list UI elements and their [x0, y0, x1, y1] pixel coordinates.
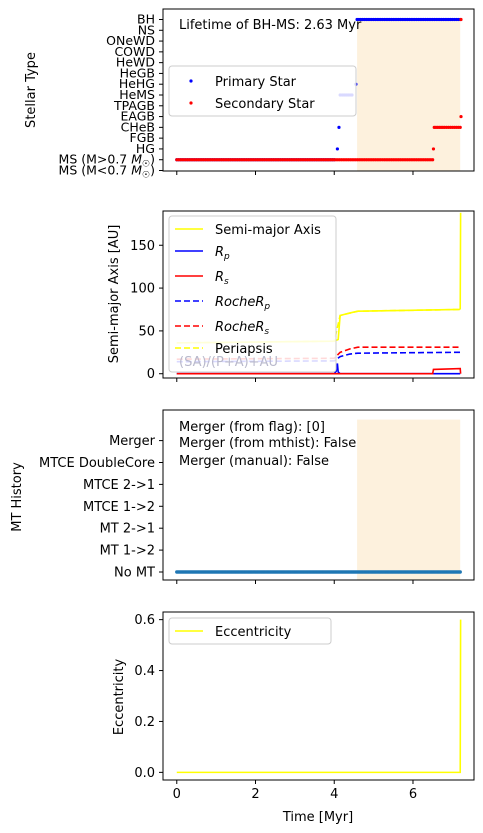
p1-ytick-label: ONeWD [106, 33, 155, 48]
p3-ylabel: MT History [10, 462, 25, 532]
p1-y-ticks: MS (M<0.7 M☉)MS (M>0.7 M☉)HGFGBCHeBEAGBT… [59, 12, 163, 181]
p1-legend-primary: Primary Star [215, 75, 297, 90]
p1-x-ticks [176, 171, 414, 175]
panel-stellar-type: MS (M<0.7 M☉)MS (M>0.7 M☉)HGFGBCHeBEAGBT… [24, 8, 475, 181]
p1-secondary-point [431, 147, 436, 151]
p3-y-ticks: No MT MT 1->2 MT 2->1 MTCE 1->2 MTCE 2->1 MTC… [39, 434, 163, 581]
p1-ylabel: Stellar Type [24, 52, 39, 128]
p4-xtick-label: 0 [173, 787, 181, 802]
p4-frame [162, 611, 475, 781]
p3-shade [357, 419, 461, 580]
p4-legend: Eccentricity [168, 617, 332, 645]
p2-x-ticks [176, 378, 414, 382]
p1-frame [162, 8, 475, 172]
p4-ytick-label: 0.6 [134, 613, 155, 628]
p4-ylabel: Eccentricity [112, 659, 127, 736]
p1-secondary-point [431, 158, 435, 162]
p1-secondary-point [459, 114, 463, 119]
p1-ytick-label: CHeB [121, 119, 155, 134]
p3-annotation: Merger (from flag): [0] Merger (from mth… [179, 420, 356, 469]
p1-secondary-point [458, 125, 462, 129]
p2-legend-periapsis: Periapsis [215, 342, 273, 357]
p2-ytick-label: 50 [138, 324, 155, 339]
p4-ytick-label: 0.0 [134, 766, 155, 781]
p4-xtick-label: 2 [251, 787, 259, 802]
p1-legend-marker-secondary [189, 101, 193, 105]
p2-line-rs [176, 367, 462, 375]
p1-ytick-label: MS (M<0.7 M☉) [59, 163, 155, 181]
panel-semi-major-axis: 0 50 100 150 Semi-major Axis [AU] Semi-majo… [107, 210, 475, 382]
p3-ytick-label: MT 1->2 [100, 544, 155, 559]
panel-mt-history: No MT MT 1->2 MT 2->1 MTCE 1->2 MTCE 2->1 MTC… [10, 409, 475, 584]
p1-ytick-label: COWD [114, 44, 155, 59]
p4-xlabel: Time [Myr] [282, 810, 353, 825]
p3-ytick-label: MTCE DoubleCore [39, 456, 155, 471]
p1-legend: Primary Star Secondary Star [168, 65, 357, 117]
p1-primary-point [335, 147, 339, 151]
p4-line-eccentricity [176, 619, 462, 774]
p4-xtick-label: 6 [409, 787, 417, 802]
p1-ytick-label: NS [138, 22, 155, 37]
p4-y-ticks: 0.0 0.2 0.4 0.6 [134, 613, 163, 781]
p1-ytick-label: HeHG [119, 76, 155, 91]
p3-ytick-label: MTCE 2->1 [83, 478, 155, 493]
p3-mt-point [458, 570, 462, 574]
p2-legend-sma: Semi-major Axis [215, 223, 321, 238]
p4-x-ticks: 0 2 4 6 [173, 780, 417, 802]
p3-annotation-line-1: Merger (from flag): [0] [179, 420, 325, 435]
p1-ytick-label: FGB [130, 130, 155, 145]
p1-ytick-label: HeGB [120, 65, 155, 80]
p2-ylabel: Semi-major Axis [AU] [107, 225, 122, 364]
p4-lines [176, 619, 462, 774]
p1-ytick-label: EAGB [121, 109, 156, 124]
p3-ytick-label: Merger [109, 434, 156, 449]
p3-annotation-line-3: Merger (manual): False [179, 454, 329, 469]
p3-frame [162, 409, 475, 581]
p1-secondary-point [459, 17, 463, 22]
p2-legend-roches: RocheRs [215, 320, 269, 337]
p1-ytick-label: HG [136, 141, 155, 156]
p1-ytick-label: HeWD [116, 55, 155, 70]
p1-ytick-label: MS (M>0.7 M☉) [59, 152, 155, 170]
p2-overlapped-text: (SA)/(P+A)+AU [179, 355, 278, 370]
p3-ytick-label: No MT [114, 566, 155, 581]
p2-ytick-label: 100 [130, 282, 155, 297]
p4-legend-eccentricity: Eccentricity [215, 625, 292, 640]
p3-points [175, 570, 462, 574]
p2-ytick-label: 0 [147, 367, 155, 382]
p2-y-ticks: 0 50 100 150 [130, 239, 163, 382]
p2-legend: Semi-major Axis Rp Rs RocheRp RocheRs Pe… [168, 215, 337, 373]
p2-legend-rp: Rp [215, 245, 230, 262]
p3-annotation-line-2: Merger (from mthist): False [179, 436, 356, 451]
p1-ytick-label: HeMS [119, 87, 155, 102]
p1-primary-point [337, 125, 341, 129]
p1-ytick-label: BH [137, 12, 155, 27]
p2-frame [162, 210, 475, 379]
p1-annotation: Lifetime of BH-MS: 2.63 Myr [179, 18, 362, 33]
p4-ytick-label: 0.2 [134, 715, 155, 730]
p2-legend-rochep: RocheRp [215, 295, 270, 312]
p4-xtick-label: 4 [330, 787, 338, 802]
p3-x-ticks [176, 580, 414, 584]
p1-ytick-label: TPAGB [113, 98, 155, 113]
p3-ytick-label: MTCE 1->2 [83, 500, 155, 515]
p2-ytick-label: 150 [130, 239, 155, 254]
p1-legend-secondary: Secondary Star [215, 97, 315, 112]
p1-shade [357, 18, 461, 172]
p4-ytick-label: 0.4 [134, 664, 155, 679]
p1-legend-marker-primary [189, 79, 193, 83]
p3-ytick-label: MT 2->1 [100, 522, 155, 537]
p2-legend-rs: Rs [215, 270, 229, 287]
p1-points [175, 17, 463, 162]
panel-eccentricity: 0.0 0.2 0.4 0.6 0 2 4 6 Eccentricity Time [Myr… [112, 611, 475, 825]
